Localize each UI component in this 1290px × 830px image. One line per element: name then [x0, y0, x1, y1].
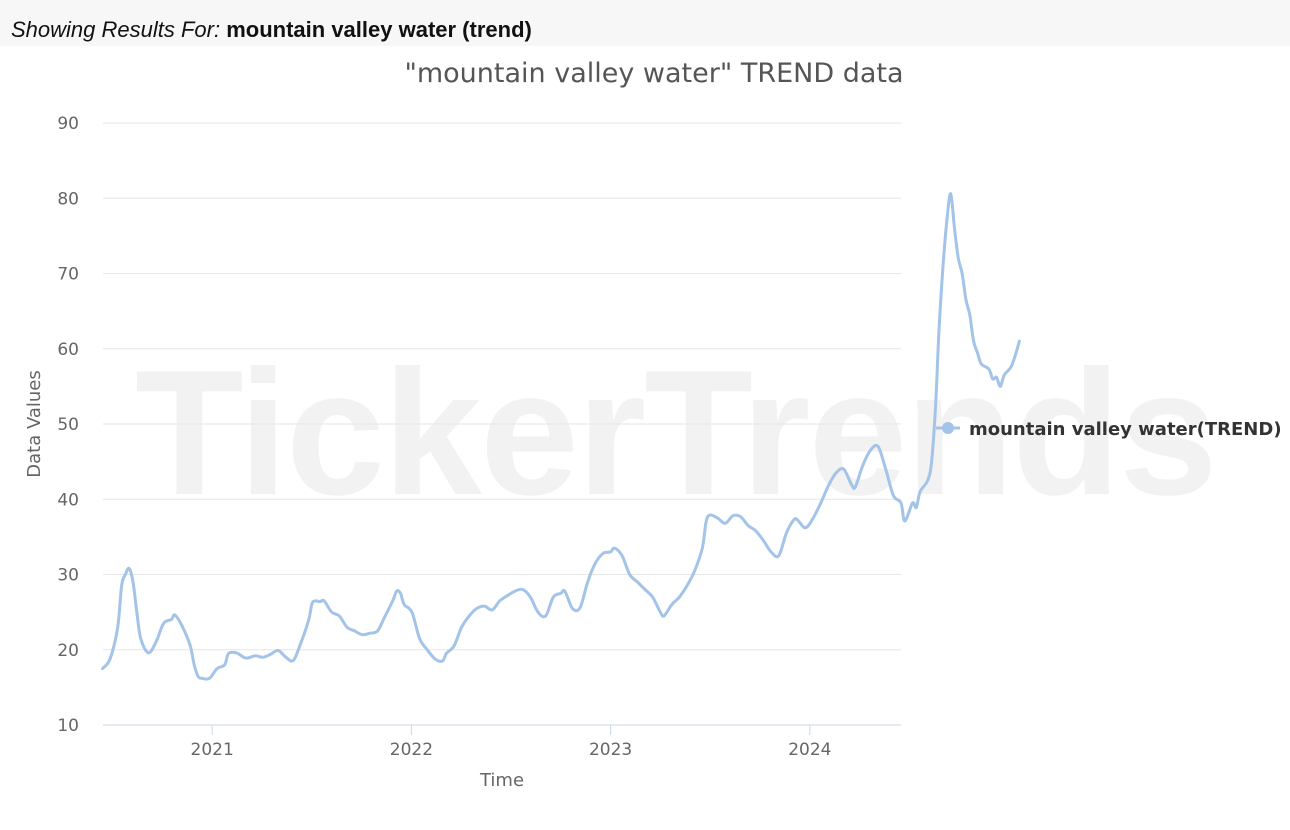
- y-tick-label: 60: [57, 340, 79, 360]
- y-tick-label: 90: [57, 114, 79, 134]
- legend-label: mountain valley water(TREND): [969, 419, 1282, 440]
- results-header-text: Showing Results For: mountain valley wat…: [11, 17, 532, 43]
- y-axis-title: Data Values: [24, 370, 45, 478]
- y-tick-label: 70: [57, 265, 79, 285]
- y-tick-label: 30: [57, 566, 79, 586]
- x-axis-title: Time: [479, 770, 524, 791]
- x-tick-label: 2021: [191, 740, 234, 760]
- results-prefix: Showing Results For:: [11, 17, 221, 42]
- y-tick-label: 20: [57, 641, 79, 661]
- y-tick-label: 50: [57, 415, 79, 435]
- y-tick-label: 10: [57, 716, 79, 736]
- grid-lines: [103, 122, 901, 726]
- legend-item[interactable]: mountain valley water(TREND): [936, 419, 1282, 440]
- x-tick-label: 2023: [589, 740, 632, 760]
- series-layer: [101, 192, 1021, 681]
- results-header: Showing Results For: mountain valley wat…: [0, 0, 1290, 46]
- y-tick-label: 80: [57, 189, 79, 209]
- series-line[interactable]: [101, 192, 1021, 681]
- x-tick-label: 2022: [390, 740, 433, 760]
- legend-marker-icon: [942, 422, 954, 434]
- chart-title: "mountain valley water" TREND data: [404, 58, 904, 89]
- legend[interactable]: mountain valley water(TREND): [936, 419, 1282, 440]
- y-tick-label: 40: [57, 490, 79, 510]
- results-query: mountain valley water (trend): [226, 17, 532, 42]
- x-tick-label: 2024: [788, 740, 831, 760]
- axes: 10 20 30 40 50 60 70 80 90 2021 2022 2023 2024 Time Da…: [24, 114, 901, 791]
